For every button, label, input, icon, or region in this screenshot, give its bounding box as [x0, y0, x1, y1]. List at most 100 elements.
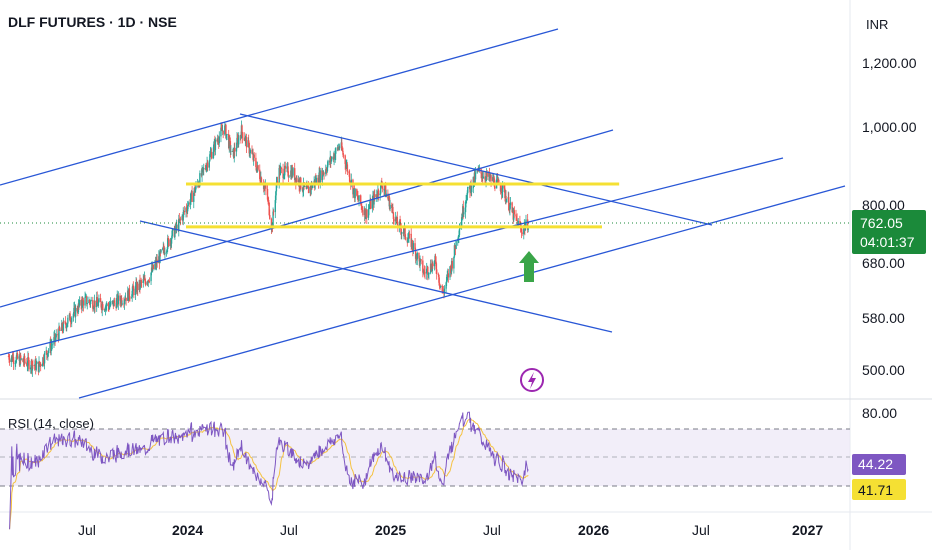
candle-body [485, 176, 487, 181]
candle-body [346, 164, 349, 172]
candle-body [396, 216, 399, 225]
candle-body [237, 137, 240, 145]
candle-body [422, 260, 424, 273]
rsi-group [9, 411, 529, 530]
candle-body [325, 169, 328, 171]
candle-body [84, 297, 86, 306]
drawings-group[interactable] [0, 28, 846, 399]
candle-body [357, 195, 359, 200]
candle-body [366, 209, 368, 218]
candle-body [123, 303, 125, 305]
candle-body [107, 303, 110, 307]
candle-body [230, 151, 232, 152]
candle-body [222, 130, 224, 135]
price-tick: 1,200.00 [862, 55, 917, 71]
candle-body [511, 202, 513, 212]
candle-body [54, 333, 56, 340]
candle-body [270, 218, 273, 230]
candle-body [367, 209, 370, 218]
candle-body [109, 301, 112, 306]
candle-body [323, 173, 325, 175]
candle-body [241, 132, 244, 139]
candle-body [247, 140, 249, 148]
candle-body [102, 304, 104, 310]
time-tick: 2024 [172, 522, 203, 538]
lightning-icon[interactable] [520, 368, 544, 392]
candle-body [267, 199, 269, 201]
candle-body [129, 297, 131, 299]
middle-channel-line [0, 129, 614, 308]
candle-body [521, 232, 523, 235]
candle-body [449, 266, 452, 268]
candle-body [445, 282, 447, 289]
candle-body [77, 303, 80, 313]
candle-body [275, 182, 278, 192]
candle-body [462, 206, 465, 215]
candle-body [67, 317, 69, 324]
candle-body [365, 217, 367, 219]
candle-body [229, 138, 231, 142]
candle-body [358, 195, 360, 202]
candle-body [490, 175, 492, 181]
price-tick: 1,000.00 [862, 119, 917, 135]
candle-body [435, 261, 437, 270]
candle-body [104, 306, 107, 311]
candle-body [128, 288, 131, 298]
candle-body [38, 361, 40, 372]
candle-body [190, 192, 192, 200]
candle-body [123, 300, 126, 304]
candle-body [194, 188, 197, 193]
candle-body [392, 207, 394, 213]
candle-body [59, 329, 61, 331]
candle-body [199, 173, 201, 187]
up-arrow-icon[interactable] [519, 251, 539, 282]
candle-body [307, 186, 310, 194]
candle-body [62, 321, 65, 331]
candle-body [428, 272, 430, 275]
candle-body [131, 290, 133, 298]
candle-body [249, 149, 252, 154]
candle-body [113, 300, 116, 303]
candle-body [302, 190, 304, 192]
candle-body [143, 279, 145, 280]
candle-body [398, 221, 401, 228]
candle-body [354, 189, 356, 199]
candle-body [61, 323, 64, 330]
candle-body [27, 357, 30, 360]
candle-body [379, 183, 382, 194]
candle-body [183, 211, 186, 213]
candle-body [97, 301, 100, 306]
candle-body [341, 142, 343, 150]
candle-body [287, 166, 289, 176]
candle-body [256, 168, 258, 172]
candle-body [497, 178, 499, 181]
candle-body [134, 285, 137, 295]
candle-body [376, 196, 379, 198]
candle-body [233, 147, 235, 158]
candle-body [144, 277, 146, 282]
candle-body [342, 150, 344, 155]
candle-body [74, 307, 77, 317]
candle-body [236, 137, 239, 139]
candle-body [86, 302, 88, 305]
candle-body [283, 175, 285, 178]
time-tick: 2027 [792, 522, 823, 538]
candle-body [58, 326, 61, 330]
candle-body [384, 185, 387, 197]
candle-body [513, 210, 515, 220]
candle-body [376, 194, 378, 197]
candle-body [432, 263, 434, 267]
candle-body [292, 168, 294, 176]
candle-body [26, 365, 29, 367]
rsi-tick: 80.00 [862, 405, 897, 421]
candle-body [274, 200, 276, 212]
candle-body [31, 365, 34, 371]
candle-body [150, 272, 152, 282]
candle-body [47, 353, 49, 357]
candle-body [368, 206, 371, 208]
candle-body [348, 173, 351, 182]
rsi-ma-value: 41.71 [858, 482, 893, 498]
candle-body [20, 355, 22, 360]
candle-body [342, 154, 345, 156]
